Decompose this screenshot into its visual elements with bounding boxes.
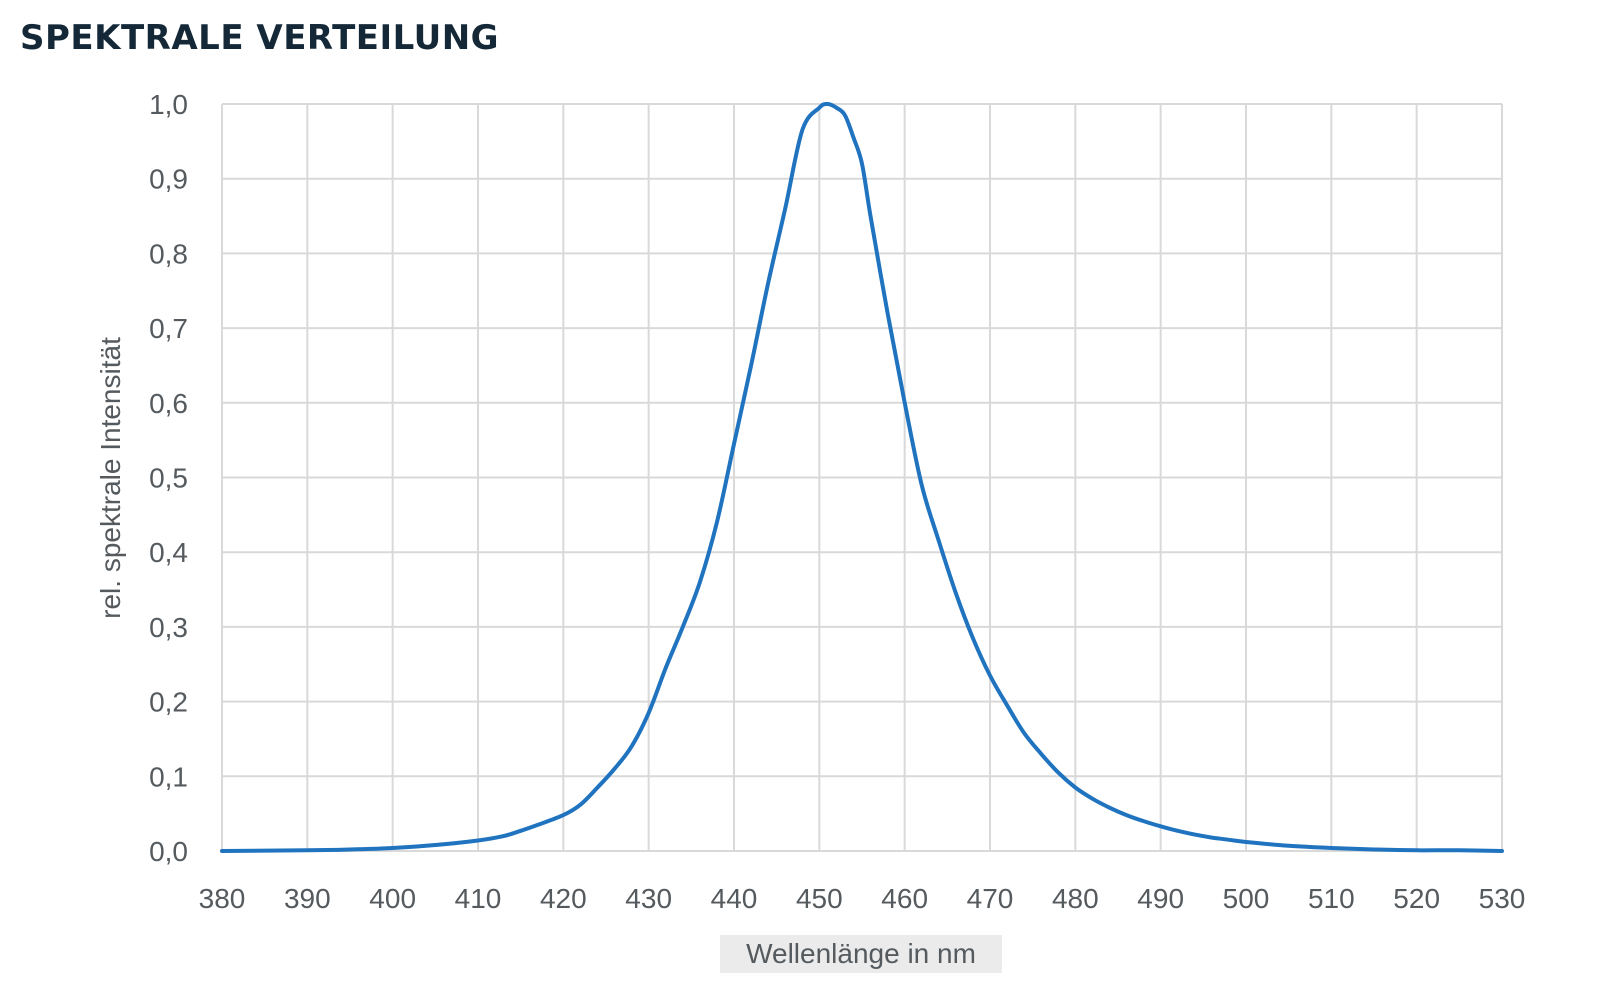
x-tick-label: 530: [1479, 883, 1526, 914]
y-tick-label: 0,4: [149, 537, 188, 568]
y-tick-label: 0,8: [149, 238, 188, 269]
y-tick-label: 0,3: [149, 612, 188, 643]
x-tick-label: 410: [455, 883, 502, 914]
y-tick-labels: 0,0 0,1 0,2 0,3 0,4 0,5 0,6 0,7 0,8 0,9 1,0: [149, 89, 188, 867]
y-tick-label: 0,5: [149, 463, 188, 494]
grid: [221, 103, 1503, 852]
x-tick-label: 460: [881, 883, 928, 914]
y-tick-label: 0,6: [149, 388, 188, 419]
chart-title: SPEKTRALE VERTEILUNG: [20, 18, 500, 58]
x-tick-label: 450: [796, 883, 843, 914]
y-tick-label: 1,0: [149, 89, 188, 120]
x-tick-label: 500: [1223, 883, 1270, 914]
x-tick-label: 490: [1137, 883, 1184, 914]
x-tick-label: 480: [1052, 883, 1099, 914]
y-tick-label: 0,9: [149, 164, 188, 195]
y-tick-label: 0,1: [149, 761, 188, 792]
series-line: [220, 101, 1504, 853]
x-tick-label: 430: [625, 883, 672, 914]
x-tick-label: 400: [369, 883, 416, 914]
x-tick-labels: 380 390 400 410 420 430 440 450 460 470 480 490 500 5…: [199, 883, 1526, 914]
x-tick-label: 510: [1308, 883, 1355, 914]
x-tick-label: 470: [967, 883, 1014, 914]
y-axis-label: rel. spektrale Intensität: [95, 337, 126, 619]
x-tick-label: 380: [199, 883, 246, 914]
x-tick-label: 390: [284, 883, 331, 914]
x-axis-label-background: [720, 935, 1002, 973]
x-tick-label: 440: [711, 883, 758, 914]
y-tick-label: 0,0: [149, 836, 188, 867]
x-axis-label: Wellenlänge in nm: [746, 938, 976, 969]
y-tick-label: 0,2: [149, 687, 188, 718]
x-tick-label: 520: [1393, 883, 1440, 914]
y-tick-label: 0,7: [149, 313, 188, 344]
x-tick-label: 420: [540, 883, 587, 914]
